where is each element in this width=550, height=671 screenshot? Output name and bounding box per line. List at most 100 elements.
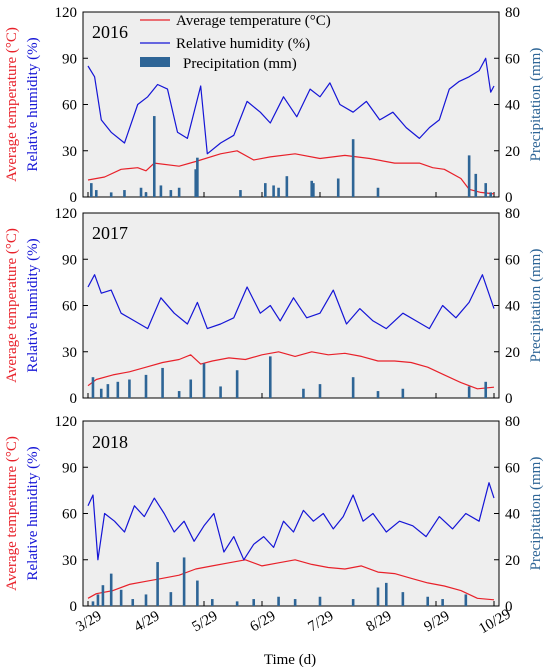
right-axis-label-precipitation: Precipitation (mm) xyxy=(528,249,544,363)
precipitation-bar xyxy=(239,190,242,197)
precipitation-bar xyxy=(277,187,280,197)
x-tick-label: 8/29 xyxy=(363,608,394,635)
left-tick-label: 120 xyxy=(55,206,78,222)
legend-temperature-label: Average temperature (°C) xyxy=(176,13,331,29)
precipitation-bar xyxy=(401,388,405,398)
panel-year-label: 2018 xyxy=(92,432,128,452)
left-tick-label: 30 xyxy=(62,345,77,361)
precipitation-bar xyxy=(467,155,471,197)
precipitation-bar xyxy=(116,381,120,398)
left-axis-label-temperature: Average temperature (°C) xyxy=(4,228,20,383)
precipitation-bar xyxy=(202,363,206,398)
precipitation-bar xyxy=(109,192,113,197)
precipitation-bar xyxy=(99,388,103,398)
x-tick-label: 9/29 xyxy=(421,608,452,635)
precipitation-bar xyxy=(277,596,280,606)
precipitation-bar xyxy=(189,379,193,398)
legend-precipitation-label: Precipitation (mm) xyxy=(183,56,297,72)
right-tick-label: 0 xyxy=(505,391,513,407)
temperature-line xyxy=(87,150,495,195)
left-axis-label-humidity: Relative humidity (%) xyxy=(25,446,41,580)
x-axis-label: Time (d) xyxy=(264,652,316,668)
right-tick-label: 80 xyxy=(505,5,520,21)
humidity-line xyxy=(87,482,495,561)
right-axis-label-precipitation: Precipitation (mm) xyxy=(528,48,544,162)
panel-background xyxy=(82,420,500,607)
right-tick-label: 60 xyxy=(505,51,520,67)
precipitation-bar xyxy=(177,391,181,398)
right-tick-label: 80 xyxy=(505,414,520,430)
right-tick-label: 40 xyxy=(505,98,520,114)
precipitation-bar xyxy=(159,185,163,197)
right-tick-label: 40 xyxy=(505,299,520,315)
x-tick-label: 7/29 xyxy=(305,608,336,635)
panel-2018: 0 30 60 90 120 0 20 40 60 80 3/29 4/29 5/29 6/29 7/29 8… xyxy=(4,414,544,637)
x-tick-label: 3/29 xyxy=(73,608,104,635)
precipitation-bar xyxy=(94,190,98,197)
left-tick-label: 60 xyxy=(62,507,77,523)
panel-background xyxy=(82,212,500,399)
left-tick-label: 90 xyxy=(62,460,77,476)
precipitation-bar xyxy=(376,587,380,606)
precipitation-bar xyxy=(194,169,198,197)
left-tick-label: 120 xyxy=(55,5,78,21)
right-tick-label: 0 xyxy=(505,190,513,206)
precipitation-bar xyxy=(376,187,380,197)
left-tick-label: 30 xyxy=(62,144,77,160)
precipitation-bar xyxy=(169,592,173,606)
precipitation-bar xyxy=(131,599,135,606)
precipitation-bar xyxy=(128,379,131,398)
precipitation-bar xyxy=(489,192,492,197)
precipitation-bar xyxy=(318,596,322,606)
precipitation-bar xyxy=(376,391,380,398)
precipitation-bar xyxy=(169,190,173,197)
legend-humidity-label: Relative humidity (%) xyxy=(176,36,310,52)
right-tick-label: 20 xyxy=(505,144,520,160)
precipitation-bar xyxy=(182,557,186,606)
right-tick-label: 80 xyxy=(505,206,520,222)
precipitation-bar xyxy=(384,582,388,606)
right-tick-label: 40 xyxy=(505,507,520,523)
temperature-line xyxy=(87,559,495,601)
x-tick-label: 10/29 xyxy=(476,606,514,637)
precipitation-bar xyxy=(210,599,214,606)
left-axis-label-temperature: Average temperature (°C) xyxy=(4,436,20,591)
precipitation-bar xyxy=(285,176,289,197)
precipitation-bar xyxy=(264,183,267,197)
precipitation-bar xyxy=(484,183,488,197)
left-tick-label: 0 xyxy=(70,391,78,407)
precipitation-bar xyxy=(464,594,468,606)
precipitation-bar xyxy=(351,599,355,606)
panel-2017: 0 30 60 90 120 0 20 40 60 80 Average temperature (… xyxy=(4,206,544,407)
precipitation-bar xyxy=(177,187,181,197)
precipitation-bar xyxy=(252,599,256,606)
precipitation-bar xyxy=(91,377,95,398)
left-tick-label: 30 xyxy=(62,553,77,569)
precipitation-bar xyxy=(106,384,110,398)
precipitation-bar xyxy=(235,601,239,606)
left-tick-label: 60 xyxy=(62,299,77,315)
precipitation-bar xyxy=(219,386,222,398)
legend-precipitation-swatch xyxy=(140,57,170,67)
left-tick-label: 90 xyxy=(62,252,77,268)
precipitation-bar xyxy=(152,116,156,197)
precipitation-bar xyxy=(302,388,305,398)
temperature-line xyxy=(87,351,495,390)
precipitation-bar xyxy=(91,601,95,606)
left-tick-label: 0 xyxy=(70,599,78,615)
precipitation-bar xyxy=(96,594,100,606)
precipitation-bar xyxy=(293,599,297,606)
left-axis-label-humidity: Relative humidity (%) xyxy=(25,37,41,171)
precipitation-bar xyxy=(144,594,148,606)
panel-year-label: 2016 xyxy=(92,22,128,42)
x-tick-label: 6/29 xyxy=(247,608,278,635)
panel-year-label: 2017 xyxy=(92,223,128,243)
precipitation-bar xyxy=(351,377,355,398)
right-tick-label: 20 xyxy=(505,553,520,569)
left-tick-label: 0 xyxy=(70,190,78,206)
precipitation-bar xyxy=(123,190,126,197)
right-tick-label: 60 xyxy=(505,460,520,476)
precipitation-bar xyxy=(90,183,93,197)
left-axis-label-humidity: Relative humidity (%) xyxy=(25,238,41,372)
